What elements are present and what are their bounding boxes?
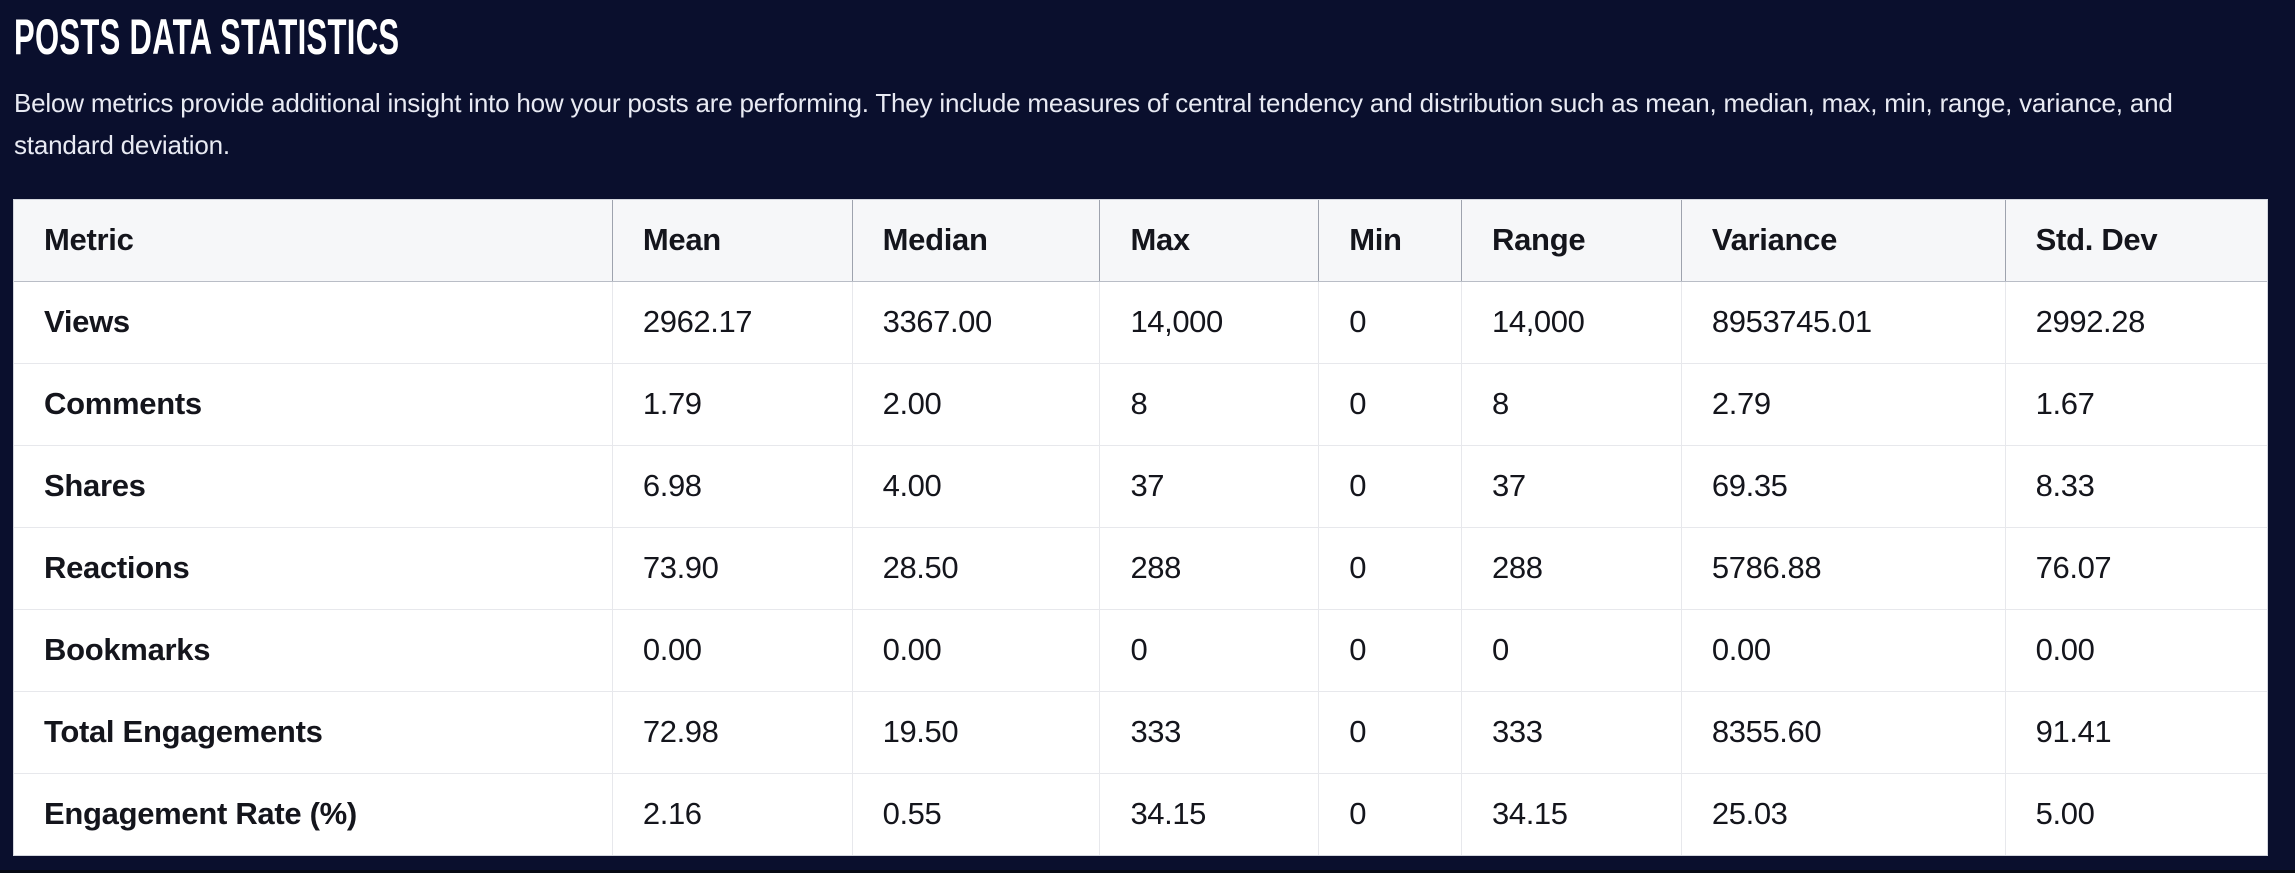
stats-table-container: Metric Mean Median Max Min Range Variance Std. … [13,199,2268,856]
metric-value: 1.79 [612,363,853,446]
metric-value: 2.16 [612,773,853,855]
page-description: Below metrics provide additional insight… [14,88,2173,160]
column-header-min: Min [1318,200,1463,282]
metric-value: 0.00 [1681,609,2006,692]
metric-value: 72.98 [612,691,853,774]
metric-value: 37 [1461,445,1682,528]
page-title: POSTS DATA STATISTICS [14,8,2295,66]
metric-value: 333 [1461,691,1682,774]
metric-value: 25.03 [1681,773,2006,855]
metric-value: 8.33 [2005,445,2267,528]
metric-value: 2.79 [1681,363,2006,446]
table-row: Comments 1.79 2.00 8 0 8 2.79 1.67 [14,363,2267,446]
column-header-variance: Variance [1681,200,2006,282]
metric-value: 8953745.01 [1681,281,2006,364]
metric-value: 0.00 [2005,609,2267,692]
metric-value: 8 [1461,363,1682,446]
metric-label: Shares [14,445,613,528]
metric-value: 2.00 [852,363,1101,446]
table-row: Reactions 73.90 28.50 288 0 288 5786.88 76.07 [14,527,2267,610]
metric-label: Engagement Rate (%) [14,773,613,855]
metric-value: 0 [1318,445,1463,528]
metric-value: 0 [1318,691,1463,774]
metric-value: 0 [1318,363,1463,446]
metric-value: 19.50 [852,691,1101,774]
metric-value: 4.00 [852,445,1101,528]
metric-value: 8355.60 [1681,691,2006,774]
metric-value: 0.00 [612,609,853,692]
stats-table-body: Views 2962.17 3367.00 14,000 0 14,000 8953745.… [14,281,2267,855]
metric-value: 0 [1318,609,1463,692]
metric-value: 0 [1099,609,1320,692]
metric-value: 0 [1318,281,1463,364]
stats-table-header: Metric Mean Median Max Min Range Variance Std. … [14,200,2267,282]
table-row: Bookmarks 0.00 0.00 0 0 0 0.00 0.00 [14,609,2267,692]
column-header-median: Median [852,200,1101,282]
metric-value: 73.90 [612,527,853,610]
metric-value: 14,000 [1099,281,1320,364]
metric-label: Views [14,281,613,364]
metric-value: 2992.28 [2005,281,2267,364]
metric-value: 0.00 [852,609,1101,692]
column-header-metric: Metric [14,200,613,282]
metric-label: Comments [14,363,613,446]
table-row: Engagement Rate (%) 2.16 0.55 34.15 0 34.15 25… [14,773,2267,855]
metric-value: 14,000 [1461,281,1682,364]
metric-value: 34.15 [1461,773,1682,855]
page-title-text: POSTS DATA STATISTICS [14,9,400,65]
metric-value: 0 [1461,609,1682,692]
header-row: Metric Mean Median Max Min Range Variance Std. … [14,200,2267,282]
metric-value: 3367.00 [852,281,1101,364]
metric-value: 37 [1099,445,1320,528]
metric-value: 0 [1318,527,1463,610]
metric-value: 288 [1461,527,1682,610]
column-header-mean: Mean [612,200,853,282]
metric-value: 0 [1318,773,1463,855]
metric-value: 91.41 [2005,691,2267,774]
metric-label: Bookmarks [14,609,613,692]
metric-label: Total Engagements [14,691,613,774]
metric-value: 288 [1099,527,1320,610]
metric-label: Reactions [14,527,613,610]
column-header-max: Max [1099,200,1320,282]
metric-value: 6.98 [612,445,853,528]
metric-value: 28.50 [852,527,1101,610]
metric-value: 5.00 [2005,773,2267,855]
metric-value: 5786.88 [1681,527,2006,610]
metric-value: 333 [1099,691,1320,774]
metric-value: 69.35 [1681,445,2006,528]
metric-value: 0.55 [852,773,1101,855]
metric-value: 8 [1099,363,1320,446]
table-row: Shares 6.98 4.00 37 0 37 69.35 8.33 [14,445,2267,528]
column-header-range: Range [1461,200,1682,282]
metric-value: 34.15 [1099,773,1320,855]
metric-value: 76.07 [2005,527,2267,610]
column-header-std-dev: Std. Dev [2005,200,2267,282]
metric-value: 2962.17 [612,281,853,364]
metric-value: 1.67 [2005,363,2267,446]
stats-table: Metric Mean Median Max Min Range Variance Std. … [14,200,2267,855]
table-row: Views 2962.17 3367.00 14,000 0 14,000 8953745.… [14,281,2267,364]
table-row: Total Engagements 72.98 19.50 333 0 333 8355.6… [14,691,2267,774]
